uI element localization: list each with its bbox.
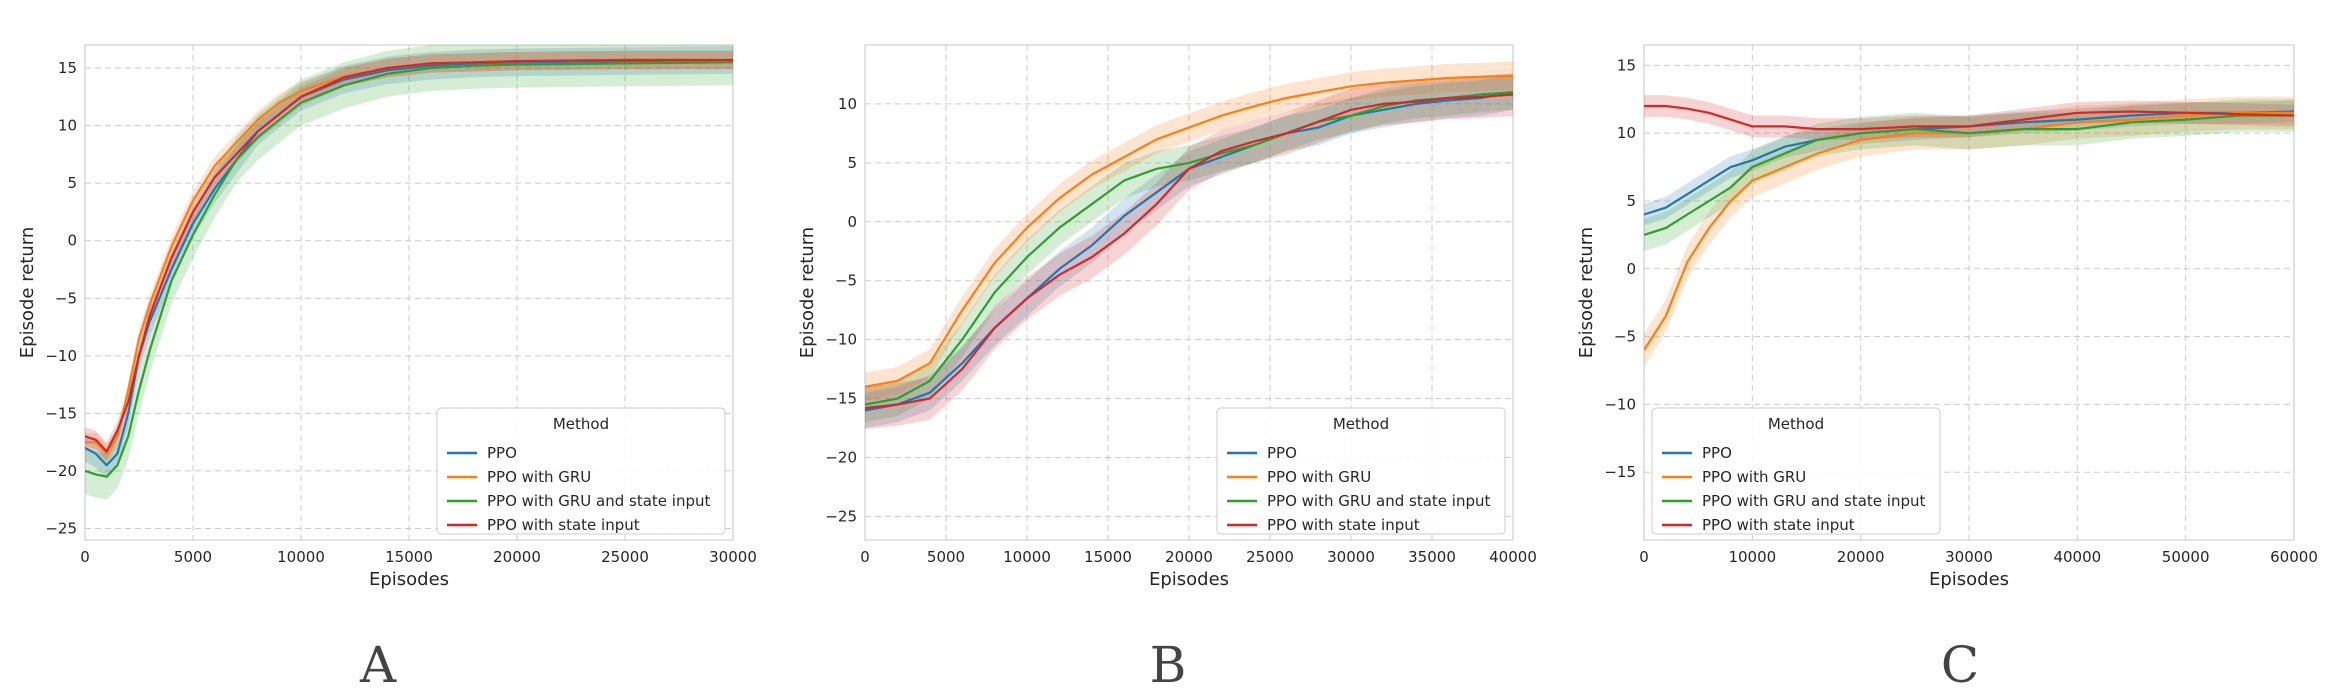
line-ppo-with-gru: [865, 74, 1513, 388]
y-tick-label: −15: [1604, 463, 1636, 481]
x-tick-label: 30000: [1945, 548, 1993, 566]
y-tick-label: −10: [825, 331, 857, 349]
legend-label-ppo-with-state-input: PPO with state input: [487, 516, 640, 534]
plot-series: [85, 45, 733, 500]
x-tick-label: 35000: [1408, 548, 1456, 566]
line-ppo-with-state-input: [1644, 104, 2294, 131]
panel-caption: B: [1150, 636, 1187, 694]
legend-box: [1216, 407, 1506, 535]
y-tick-label: −15: [825, 390, 857, 408]
legend-label-ppo: PPO: [1267, 444, 1297, 462]
x-tick-label: 0: [80, 548, 90, 566]
legend-label-ppo-with-state-input: PPO with state input: [1267, 516, 1420, 534]
y-tick-label: −5: [55, 289, 77, 307]
legend: Method PPO PPO with GRU PPO with GRU and st…: [1651, 407, 1941, 535]
y-tick-label: −5: [835, 272, 857, 290]
line-ppo-with-gru-and-state-input: [85, 61, 733, 478]
y-tick-label: 10: [1617, 124, 1636, 142]
x-tick-label: 10000: [1728, 548, 1776, 566]
legend: Method PPO PPO with GRU PPO with GRU and st…: [1216, 407, 1506, 535]
legend-label-ppo-with-gru-and-state-input: PPO with GRU and state input: [487, 492, 711, 510]
x-tick-label: 40000: [2053, 548, 2101, 566]
x-tick-label: 5000: [174, 548, 212, 566]
legend-title: Method: [1768, 415, 1824, 433]
legend-title: Method: [1333, 415, 1389, 433]
y-tick-label: 5: [1626, 192, 1636, 210]
line-ppo-with-state-input: [865, 93, 1513, 410]
panel-b: 0 5000 10000 15000 20000 25000 30000 35000 40000…: [797, 44, 1537, 694]
y-tick-label: −25: [45, 519, 77, 537]
legend-box: [1651, 407, 1941, 535]
legend-title: Method: [553, 415, 609, 433]
legend-label-ppo: PPO: [487, 444, 517, 462]
x-tick-label: 5000: [927, 548, 965, 566]
legend: Method PPO PPO with GRU PPO with GRU and st…: [436, 407, 726, 535]
y-tick-label: 0: [67, 232, 77, 250]
y-tick-label: −10: [1604, 395, 1636, 413]
y-tick-label: 0: [847, 213, 857, 231]
x-tick-label: 20000: [1165, 548, 1213, 566]
legend-label-ppo-with-state-input: PPO with state input: [1702, 516, 1855, 534]
y-tick-label: 10: [838, 95, 857, 113]
line-ppo-with-gru-and-state-input: [1644, 114, 2294, 236]
x-tick-label: 60000: [2270, 548, 2318, 566]
y-tick-label: −20: [825, 449, 857, 467]
y-tick-label: −10: [45, 347, 77, 365]
y-tick-label: −5: [1614, 328, 1636, 346]
y-tick-label: −15: [45, 404, 77, 422]
legend-label-ppo-with-gru: PPO with GRU: [1702, 468, 1806, 486]
x-tick-label: 25000: [601, 548, 649, 566]
panel-a: 0 5000 10000 15000 20000 25000 30000 −25 −20 −15 −…: [17, 44, 757, 694]
band-ppo: [1644, 100, 2294, 226]
y-axis-label: Episode return: [797, 227, 818, 358]
y-tick-label: 0: [1626, 260, 1636, 278]
plot-series: [865, 61, 1513, 430]
band-ppo-with-gru-and-state-input: [85, 45, 733, 500]
x-tick-label: 15000: [1084, 548, 1132, 566]
band-ppo-with-gru: [1644, 96, 2294, 367]
y-tick-label: 15: [1617, 56, 1636, 74]
y-tick-label: −20: [45, 462, 77, 480]
band-ppo-with-gru: [865, 61, 1513, 401]
x-tick-label: 15000: [385, 548, 433, 566]
band-ppo-with-gru-and-state-input: [865, 74, 1513, 423]
legend-label-ppo: PPO: [1702, 444, 1732, 462]
y-tick-label: 5: [67, 174, 77, 192]
x-tick-label: 10000: [1003, 548, 1051, 566]
legend-label-ppo-with-gru-and-state-input: PPO with GRU and state input: [1702, 492, 1926, 510]
panel-caption: C: [1941, 636, 1979, 694]
plot-series: [1644, 95, 2294, 367]
x-tick-label: 10000: [277, 548, 325, 566]
line-ppo-with-state-input: [85, 58, 733, 453]
x-tick-label: 30000: [1327, 548, 1375, 566]
y-axis-label: Episode return: [1576, 227, 1597, 358]
y-tick-label: 5: [847, 154, 857, 172]
x-tick-label: 25000: [1246, 548, 1294, 566]
panel-caption: A: [359, 636, 397, 694]
x-axis-label: Episodes: [1929, 569, 2009, 590]
band-ppo: [85, 46, 733, 479]
band-ppo-with-gru-and-state-input: [1644, 99, 2294, 252]
legend-box: [436, 407, 726, 535]
x-tick-label: 40000: [1489, 548, 1537, 566]
legend-label-ppo-with-gru-and-state-input: PPO with GRU and state input: [1267, 492, 1491, 510]
x-axis-label: Episodes: [369, 569, 449, 590]
y-axis-label: Episode return: [17, 227, 38, 358]
x-tick-label: 20000: [493, 548, 541, 566]
legend-label-ppo-with-gru: PPO with GRU: [1267, 468, 1371, 486]
x-tick-label: 20000: [1837, 548, 1885, 566]
x-tick-label: 50000: [2162, 548, 2210, 566]
y-tick-label: 15: [58, 59, 77, 77]
y-tick-label: −25: [825, 507, 857, 525]
panel-c: 0 10000 20000 30000 40000 50000 60000 −15 −10 −5 0…: [1576, 44, 2318, 694]
line-ppo-with-gru: [1644, 111, 2294, 351]
legend-label-ppo-with-gru: PPO with GRU: [487, 468, 591, 486]
x-tick-label: 30000: [709, 548, 757, 566]
x-axis-label: Episodes: [1149, 569, 1229, 590]
x-tick-label: 0: [860, 548, 870, 566]
y-tick-label: 10: [58, 117, 77, 135]
x-tick-label: 0: [1639, 548, 1649, 566]
